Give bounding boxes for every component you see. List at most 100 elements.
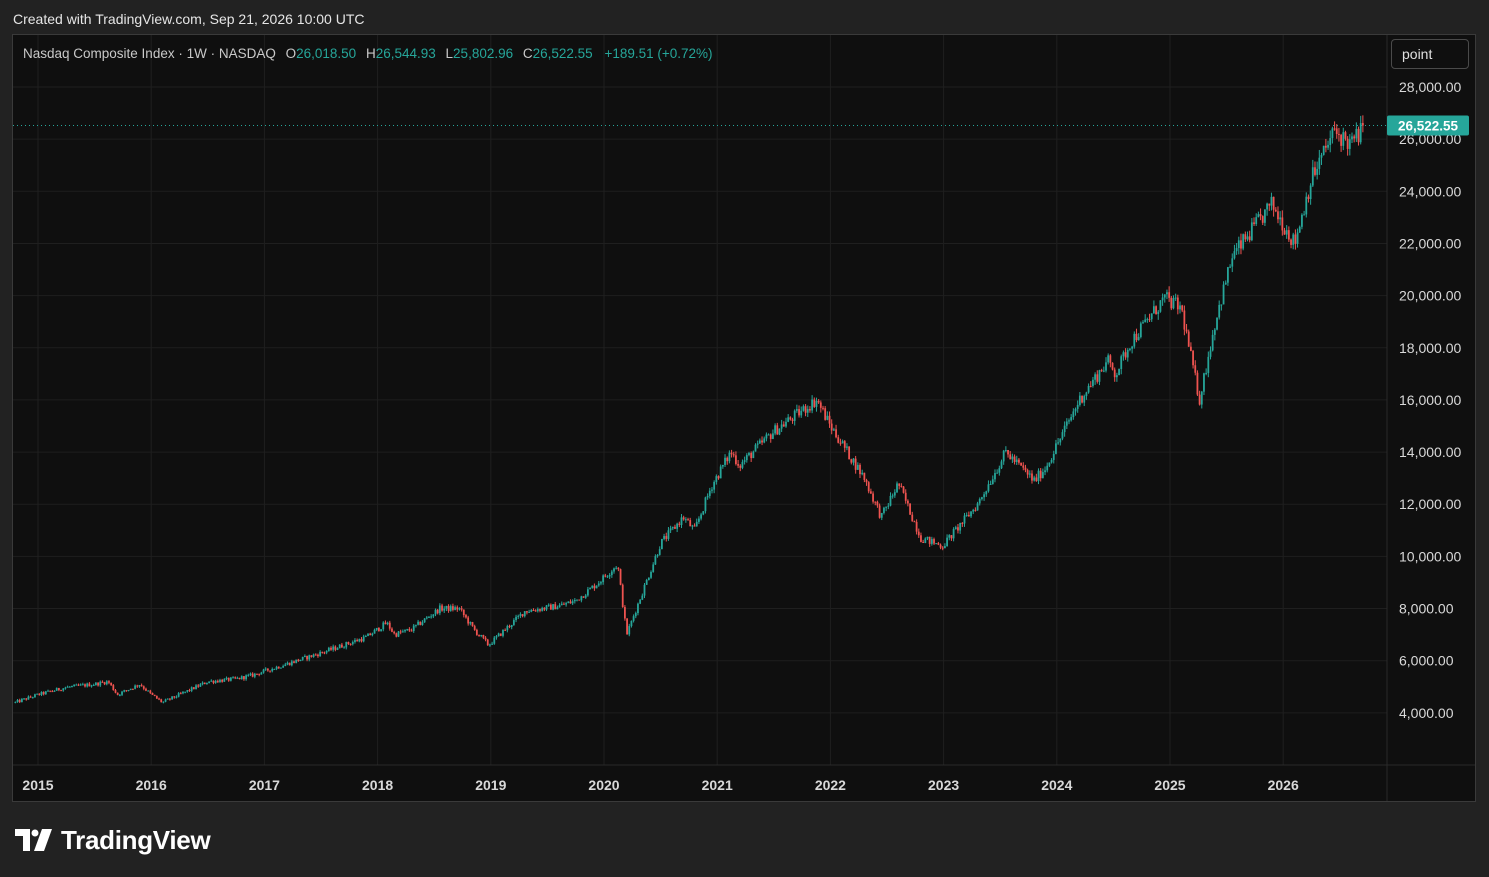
candle-body [1152,306,1155,314]
candle-body [169,698,171,700]
candle-body [863,472,866,480]
candle-body [619,569,622,585]
candle-body [567,601,570,604]
candle-body [489,644,491,646]
candle-body [837,437,840,443]
candle-body [166,698,169,700]
legend-open-label: O [285,46,297,61]
candle-body [64,687,67,689]
candle-body [822,407,824,409]
candle-body [637,603,639,614]
candle-body [288,662,291,666]
candle-body [880,512,883,518]
candle-body [225,677,228,679]
candle-body [1172,298,1175,309]
candle-body [676,523,679,529]
candle-body [160,699,163,703]
candle-body [290,661,293,666]
candle-body [991,479,994,485]
candle-body [1102,370,1105,372]
y-tick-label: 16,000.00 [1399,392,1461,408]
candle-body [1305,196,1308,215]
candle-body [534,610,537,612]
candle-body [449,606,452,611]
candle-body [539,609,541,611]
candle-body [1157,311,1160,315]
candle-body [1142,322,1144,324]
candle-body [221,679,224,682]
x-tick-label: 2016 [136,777,167,793]
candle-body [530,609,533,612]
tradingview-branding[interactable]: TradingView [15,824,211,856]
x-tick-label: 2017 [249,777,280,793]
candle-body [1131,346,1134,349]
candle-body [1346,138,1349,149]
candle-body [134,685,136,689]
candle-body [1340,134,1343,146]
candle-body [36,693,39,695]
candle-body [994,473,996,480]
candle-body [1146,319,1149,321]
candle-body [77,684,80,686]
candle-body [384,622,387,625]
candle-body [177,693,180,697]
candle-body [1039,470,1042,479]
candle-body [317,654,319,657]
candle-body [911,514,914,522]
candle-body [695,521,698,527]
candle-body [116,692,119,695]
candle-body [129,688,132,690]
candle-body [632,616,635,621]
candle-body [321,651,324,653]
candle-body [362,636,365,642]
candle-body [661,538,663,550]
candle-body [412,625,415,631]
candle-body [31,697,34,699]
candle-body [1353,136,1356,139]
x-tick-label: 2026 [1268,777,1299,793]
candle-body [623,607,626,619]
candle-body [421,622,424,625]
candle-body [1338,133,1340,135]
candle-body [243,676,245,680]
candle-body [700,514,702,519]
candle-body [1344,132,1347,139]
candle-body [1266,203,1268,210]
candle-body [1161,297,1164,301]
candle-body [1355,128,1358,139]
candle-body [1242,234,1245,249]
candle-body [1207,356,1210,373]
candle-body [258,673,261,675]
legend-symbol[interactable]: Nasdaq Composite Index · 1W · NASDAQ [23,46,276,61]
candle-body [1216,317,1218,330]
candle-body [395,633,398,637]
candle-body [1255,217,1258,224]
candle-body [73,684,76,687]
candle-body [787,417,790,422]
candle-body [1072,411,1075,418]
candle-body [101,681,104,683]
candle-body [240,676,243,680]
price-scale-mode-button[interactable]: point [1391,39,1469,69]
candle-body [410,630,413,632]
y-tick-label: 22,000.00 [1399,235,1461,251]
candle-body [260,672,263,675]
candle-body [1144,319,1147,323]
candle-body [1222,284,1225,305]
candle-body [95,682,97,686]
chart-panel[interactable]: 4,000.00 6,000.00 8,000.00 10,000.00 12,000.… [12,34,1476,802]
candle-body [998,468,1001,473]
candle-body [380,629,382,632]
candle-body [698,518,700,522]
candle-body [1137,337,1140,341]
candle-body [253,673,256,677]
candle-body [541,607,544,611]
candle-body [417,621,419,625]
candle-body [1028,473,1031,475]
candle-body [1227,267,1229,283]
candle-body [136,685,139,687]
candle-body [460,608,463,610]
candle-body [743,460,746,462]
candle-body [484,637,487,640]
candlestick-chart[interactable]: 4,000.00 6,000.00 8,000.00 10,000.00 12,000.… [13,35,1475,801]
